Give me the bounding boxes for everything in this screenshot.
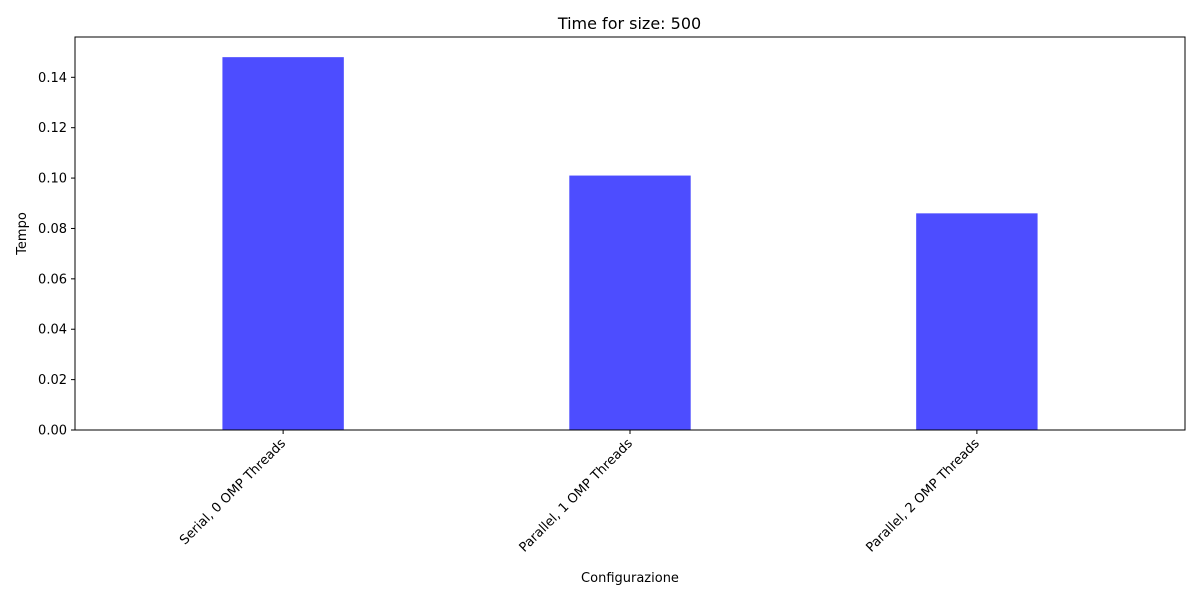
y-tick-label-4: 0.08 [38,222,67,237]
x-tick-label-2: Parallel, 2 OMP Threads [863,436,982,555]
y-tick-label-5: 0.10 [38,172,67,187]
x-axis-label: Configurazione [581,571,679,586]
y-tick-label-3: 0.06 [38,272,67,287]
y-axis: 0.00 0.02 0.04 0.06 0.08 0.10 0.12 0.14 [38,71,75,439]
x-tick-label-0: Serial, 0 OMP Threads [177,436,289,548]
x-axis: Serial, 0 OMP Threads Parallel, 1 OMP Thr… [177,430,983,556]
y-tick-label-6: 0.12 [38,121,67,136]
bars-layer [222,57,1038,431]
bar-1 [569,175,691,430]
bar-0 [222,57,344,431]
y-tick-label-0: 0.00 [38,424,67,439]
chart-title: Time for size: 500 [557,14,701,33]
bar-2 [916,213,1038,430]
x-tick-label-1: Parallel, 1 OMP Threads [517,436,636,555]
y-tick-label-2: 0.04 [38,323,67,338]
y-tick-label-1: 0.02 [38,373,67,388]
plot-frame [74,36,1186,431]
y-axis-label: Tempo [15,212,30,256]
y-tick-label-7: 0.14 [38,71,67,86]
